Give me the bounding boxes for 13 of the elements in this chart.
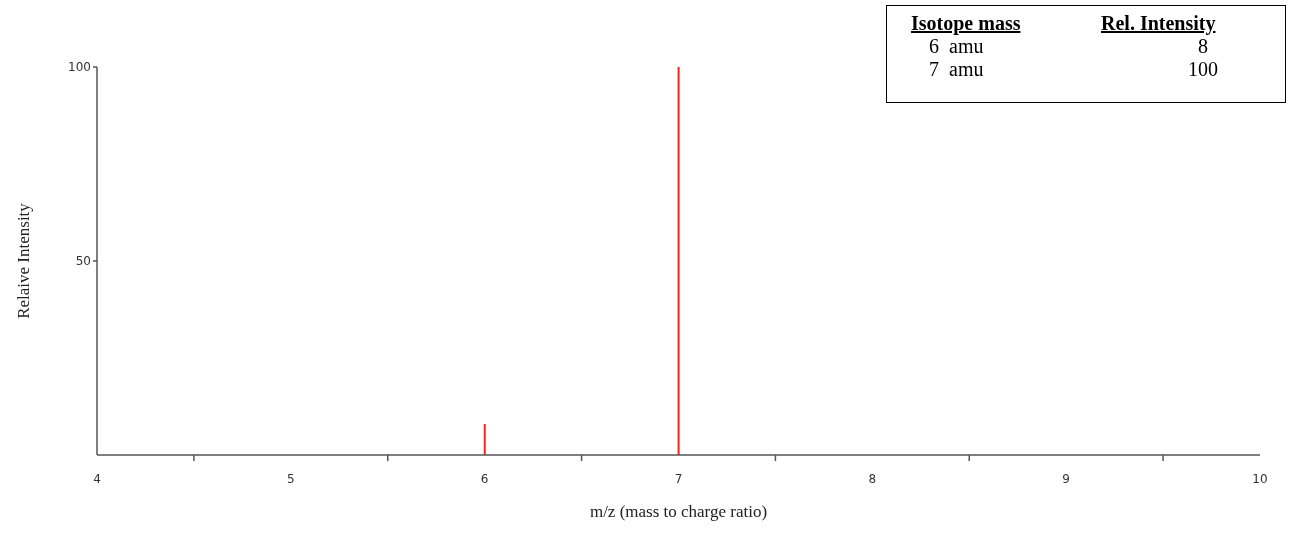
x-tick-label: 10 xyxy=(1252,472,1268,486)
x-tick-label: 8 xyxy=(868,472,877,486)
x-tick-label: 4 xyxy=(93,472,101,486)
table-frame: Isotope mass Rel. Intensity 6 amu 8 7 amu 100 xyxy=(886,5,1286,103)
x-axis-title: m/z (mass to charge ratio) xyxy=(589,502,768,521)
annotation: 100 xyxy=(1187,58,1219,81)
annotation: 7 amu xyxy=(928,58,985,81)
x-tick-label: 6 xyxy=(480,472,489,486)
x-tick-label: 5 xyxy=(287,472,295,486)
y-tick-label: 50 xyxy=(75,254,91,268)
y-axis-title: Relaive Intensity xyxy=(14,202,34,319)
x-tick-label: 9 xyxy=(1062,472,1070,486)
x-tick-label: 7 xyxy=(674,472,683,486)
